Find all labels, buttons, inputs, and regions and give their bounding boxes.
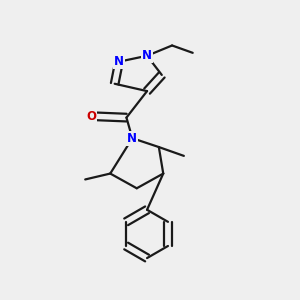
Text: N: N bbox=[114, 55, 124, 68]
Text: N: N bbox=[142, 49, 152, 62]
Text: O: O bbox=[86, 110, 96, 123]
Text: N: N bbox=[127, 132, 137, 145]
